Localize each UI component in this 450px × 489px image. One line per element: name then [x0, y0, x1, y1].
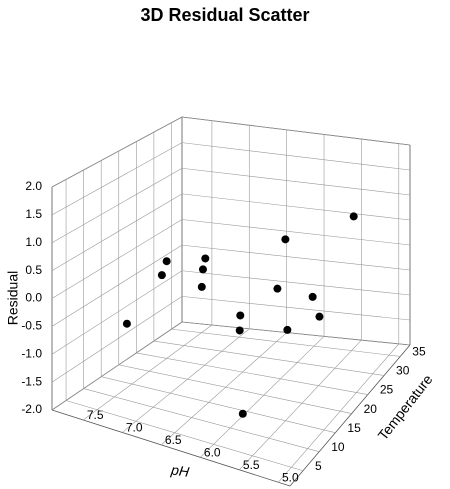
grid-line	[51, 270, 183, 355]
pane-edge	[51, 409, 291, 487]
z-tick-label: -1.5	[21, 374, 42, 388]
grid-line	[122, 328, 250, 433]
point	[315, 312, 324, 321]
grid-line	[181, 193, 411, 221]
z-tick-label: 2.0	[25, 179, 42, 193]
grid-line	[51, 193, 183, 271]
y-tick-label: 30	[396, 364, 410, 378]
grid-line	[51, 244, 183, 327]
point	[281, 235, 290, 244]
point	[235, 326, 244, 335]
grid-line	[51, 116, 183, 188]
y-tick-label: 20	[364, 402, 378, 416]
grid-line	[136, 352, 368, 395]
z-tick-label: -0.5	[21, 319, 42, 333]
grid-line	[83, 388, 320, 452]
grid-line	[171, 328, 401, 357]
grid-line	[83, 324, 213, 421]
z-tick-label: 0.5	[25, 263, 42, 277]
grid-line	[181, 321, 411, 346]
point	[157, 271, 166, 280]
grid-line	[51, 167, 183, 244]
point	[198, 265, 207, 274]
x-tick-label: 7.0	[126, 421, 143, 435]
grid-line	[181, 244, 411, 271]
point	[236, 311, 245, 320]
x-axis-label: pH	[169, 461, 191, 480]
grid-line	[51, 142, 183, 216]
grid-line	[118, 364, 352, 414]
point	[349, 212, 358, 221]
z-tick-label: 1.0	[25, 235, 42, 249]
grid-line	[278, 343, 400, 483]
grid-line	[200, 336, 325, 458]
grid-line	[181, 167, 411, 196]
z-tick-label: -2.0	[21, 402, 42, 416]
grid-line	[181, 116, 411, 146]
chart-title: 3D Residual Scatter	[140, 5, 309, 25]
grid-line	[101, 376, 336, 433]
x-tick-label: 7.5	[87, 408, 104, 422]
point	[238, 409, 247, 418]
y-tick-label: 25	[380, 383, 394, 397]
grid-line	[153, 340, 385, 376]
grid-line	[65, 400, 304, 472]
x-tick-label: 6.5	[165, 433, 182, 447]
grid-line	[181, 296, 411, 321]
pane-edge	[289, 344, 411, 487]
z-tick-label: 1.5	[25, 207, 42, 221]
z-axis-label: Residual	[5, 271, 21, 325]
point	[201, 254, 210, 263]
point	[162, 257, 171, 266]
x-tick-label: 5.0	[282, 470, 299, 484]
x-tick-label: 5.5	[243, 458, 260, 472]
grid-line	[161, 332, 287, 446]
point	[308, 292, 317, 301]
grid-line	[181, 270, 411, 296]
point	[283, 325, 292, 334]
z-tick-label: 0.0	[25, 291, 42, 305]
y-tick-label: 35	[412, 345, 426, 359]
grid-line	[51, 219, 183, 299]
grid-line	[181, 219, 411, 246]
grid-line	[239, 339, 362, 471]
grid-line	[51, 296, 183, 383]
y-tick-label: 5	[315, 459, 322, 473]
y-tick-label: 10	[331, 440, 345, 454]
x-tick-label: 6.0	[204, 446, 221, 460]
point	[122, 319, 131, 328]
grid-line	[181, 142, 411, 171]
z-tick-label: -1.0	[21, 346, 42, 360]
y-tick-label: 15	[347, 421, 361, 435]
point	[273, 284, 282, 293]
point	[197, 282, 206, 291]
grid-line	[51, 321, 183, 411]
